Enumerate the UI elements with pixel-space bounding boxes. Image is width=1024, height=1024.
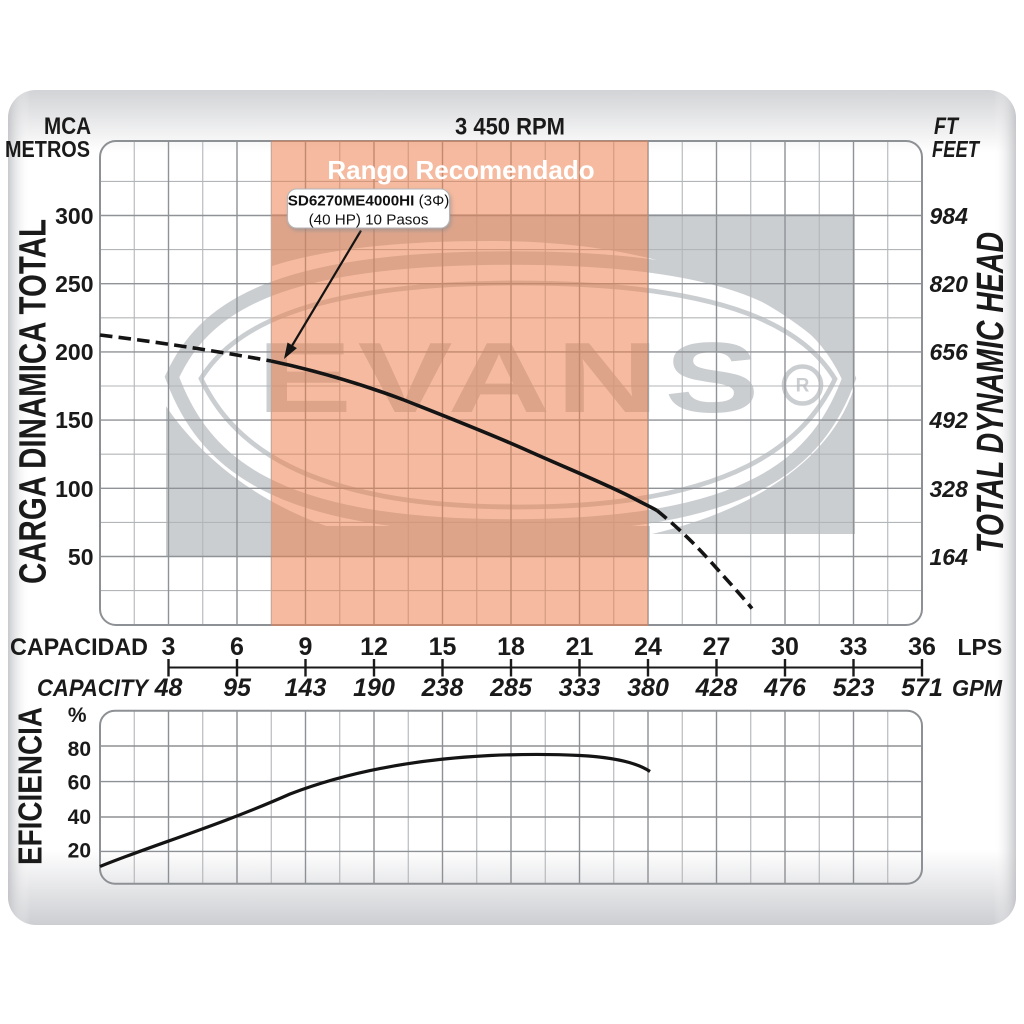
svg-text:LPS: LPS	[958, 634, 1003, 660]
svg-text:164: 164	[930, 544, 969, 570]
svg-text:80: 80	[68, 738, 91, 761]
svg-text:95: 95	[223, 674, 252, 702]
svg-text:143: 143	[285, 674, 327, 702]
svg-text:984: 984	[930, 203, 969, 229]
svg-text:300: 300	[55, 203, 93, 229]
svg-text:21: 21	[566, 633, 594, 661]
svg-text:18: 18	[497, 633, 525, 661]
svg-text:328: 328	[930, 476, 969, 502]
svg-text:EFICIENCIA: EFICIENCIA	[12, 707, 49, 865]
svg-text:492: 492	[929, 407, 969, 433]
svg-text:60: 60	[68, 772, 91, 795]
svg-text:820: 820	[930, 271, 969, 297]
svg-text:CAPACITY: CAPACITY	[37, 675, 150, 702]
svg-text:FEET: FEET	[932, 136, 981, 162]
svg-text:190: 190	[353, 674, 395, 702]
svg-text:20: 20	[68, 840, 91, 863]
svg-text:3 450 RPM: 3 450 RPM	[455, 114, 565, 141]
svg-text:200: 200	[55, 339, 93, 365]
svg-text:6: 6	[230, 633, 244, 661]
svg-text:428: 428	[695, 674, 738, 702]
svg-text:24: 24	[634, 633, 662, 661]
svg-text:(40 HP) 10 Pasos: (40 HP) 10 Pasos	[309, 212, 429, 229]
svg-text:METROS: METROS	[5, 136, 90, 162]
svg-text:SD6270ME4000HI (3Φ): SD6270ME4000HI (3Φ)	[288, 193, 450, 210]
svg-text:GPM: GPM	[952, 675, 1003, 701]
svg-text:238: 238	[421, 674, 464, 702]
svg-text:15: 15	[429, 633, 457, 661]
svg-text:40: 40	[68, 806, 91, 829]
svg-text:50: 50	[68, 544, 94, 570]
svg-text:523: 523	[833, 674, 875, 702]
svg-text:100: 100	[55, 476, 93, 502]
svg-text:30: 30	[771, 633, 799, 661]
svg-text:TOTAL DYNAMIC HEAD: TOTAL DYNAMIC HEAD	[970, 232, 1012, 553]
svg-text:CARGA DINAMICA TOTAL: CARGA DINAMICA TOTAL	[13, 219, 55, 584]
svg-text:571: 571	[901, 674, 943, 702]
svg-text:36: 36	[908, 633, 936, 661]
svg-text:27: 27	[703, 633, 731, 661]
svg-text:%: %	[68, 704, 87, 727]
svg-text:48: 48	[154, 674, 183, 702]
svg-text:150: 150	[55, 407, 93, 433]
svg-text:250: 250	[55, 271, 93, 297]
svg-text:285: 285	[489, 674, 533, 702]
svg-text:FT: FT	[934, 113, 960, 140]
svg-text:333: 333	[559, 674, 601, 702]
svg-text:MCA: MCA	[44, 113, 91, 140]
svg-text:33: 33	[840, 633, 868, 661]
svg-text:Rango Recomendado: Rango Recomendado	[327, 155, 594, 185]
svg-text:12: 12	[360, 633, 388, 661]
svg-text:CAPACIDAD: CAPACIDAD	[10, 634, 148, 661]
svg-text:380: 380	[627, 674, 669, 702]
svg-text:9: 9	[299, 633, 313, 661]
svg-text:3: 3	[162, 633, 176, 661]
svg-text:476: 476	[763, 674, 807, 702]
svg-text:656: 656	[930, 339, 969, 365]
